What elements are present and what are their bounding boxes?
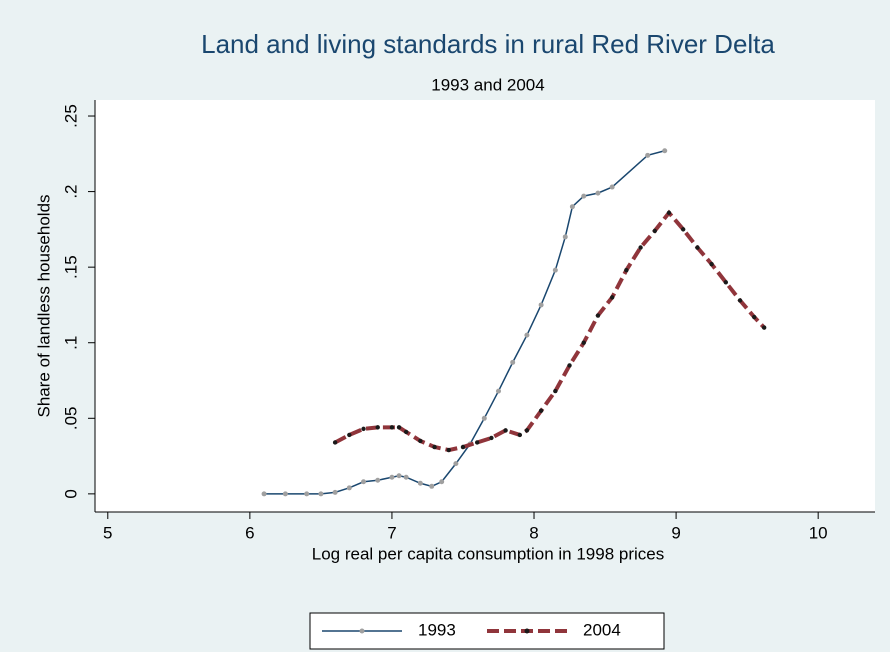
point-marker: [517, 432, 523, 438]
point-marker: [638, 245, 643, 250]
point-marker: [481, 415, 487, 421]
point-marker: [304, 491, 310, 497]
x-tick-label: 9: [671, 523, 680, 542]
point-marker: [567, 363, 572, 368]
point-marker: [347, 432, 352, 438]
point-marker: [261, 491, 267, 497]
point-marker: [510, 359, 516, 365]
point-marker: [282, 491, 288, 497]
point-marker: [680, 227, 686, 232]
legend-label: 2004: [583, 620, 621, 639]
plot-area: [95, 100, 875, 512]
point-marker: [396, 425, 402, 430]
point-marker: [624, 267, 629, 273]
point-marker: [752, 314, 757, 320]
point-marker: [709, 261, 714, 267]
point-marker: [346, 485, 352, 491]
point-marker: [439, 479, 445, 485]
point-marker: [318, 491, 324, 497]
chart-subtitle: 1993 and 2004: [431, 75, 544, 94]
x-axis-label: Log real per capita consumption in 1998 …: [312, 544, 665, 563]
point-marker: [562, 234, 568, 240]
point-marker: [662, 148, 668, 154]
point-marker: [474, 440, 480, 445]
point-marker: [553, 388, 558, 394]
point-marker: [581, 340, 586, 345]
y-tick-label: .1: [61, 336, 80, 350]
x-tick-label: 6: [245, 523, 254, 542]
legend-label: 1993: [418, 620, 456, 639]
y-tick-label: .25: [61, 104, 80, 128]
legend-marker: [524, 628, 530, 634]
point-marker: [403, 474, 409, 480]
point-marker: [489, 435, 494, 441]
point-marker: [524, 428, 530, 433]
point-marker: [524, 332, 530, 338]
y-tick-label: .2: [61, 184, 80, 198]
point-marker: [645, 152, 651, 158]
point-marker: [581, 193, 587, 199]
point-marker: [453, 461, 459, 467]
x-tick-label: 7: [387, 523, 396, 542]
point-marker: [737, 298, 743, 303]
point-marker: [503, 428, 508, 433]
point-marker: [609, 295, 615, 300]
point-marker: [495, 388, 501, 394]
y-tick-label: .05: [61, 406, 80, 430]
point-marker: [761, 325, 767, 330]
x-tick-label: 8: [529, 523, 538, 542]
point-marker: [552, 267, 558, 273]
point-marker: [396, 473, 402, 479]
point-marker: [375, 425, 380, 430]
point-marker: [432, 444, 437, 450]
point-marker: [389, 425, 395, 430]
point-marker: [417, 480, 423, 486]
x-tick-label: 10: [809, 523, 828, 542]
point-marker: [595, 313, 601, 318]
legend-marker: [359, 628, 365, 634]
point-marker: [538, 408, 544, 413]
point-marker: [569, 204, 575, 210]
point-marker: [361, 479, 367, 485]
point-marker: [375, 477, 381, 483]
point-marker: [418, 438, 423, 444]
point-marker: [595, 190, 601, 196]
chart-title: Land and living standards in rural Red R…: [201, 29, 775, 59]
point-marker: [332, 440, 338, 445]
point-marker: [361, 426, 366, 432]
point-marker: [460, 444, 466, 450]
point-marker: [332, 489, 338, 495]
point-marker: [446, 447, 451, 453]
y-tick-label: 0: [61, 489, 80, 498]
point-marker: [389, 474, 395, 480]
point-marker: [695, 245, 700, 250]
x-tick-label: 5: [103, 523, 112, 542]
point-marker: [429, 483, 435, 489]
y-tick-label: .15: [61, 255, 80, 279]
point-marker: [538, 302, 544, 308]
point-marker: [403, 429, 409, 435]
point-marker: [666, 210, 672, 215]
point-marker: [609, 184, 615, 190]
y-axis-label: Share of landless households: [34, 194, 53, 417]
point-marker: [723, 280, 729, 285]
point-marker: [652, 228, 657, 234]
